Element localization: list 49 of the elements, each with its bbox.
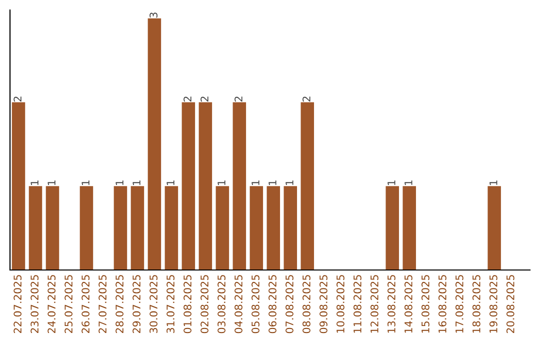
x-tick-label: 22.07.2025 [14,275,22,334]
data-label: 1 [30,180,38,185]
data-label: 2 [302,96,310,102]
x-tick-label: 29.07.2025 [132,275,140,334]
data-label: 2 [234,96,242,102]
x-tick-label: 09.08.2025 [320,275,328,334]
x-tick-label: 08.08.2025 [302,275,310,334]
x-tick-label: 23.07.2025 [30,275,39,334]
x-tick-label: 07.08.2025 [286,275,294,334]
x-tick-label: 25.07.2025 [64,275,72,334]
x-tick-label: 06.08.2025 [268,275,276,334]
x-tick-label: 11.08.2025 [354,275,362,333]
x-tick-label: 13.08.2025 [387,275,396,333]
data-label: 1 [252,180,260,185]
data-label: 1 [268,180,276,185]
x-tick-label: 24.07.2025 [48,275,56,334]
data-label: 1 [132,180,140,185]
data-label: 2 [184,96,192,102]
data-label: 1 [82,180,90,185]
x-tick-label: 20.08.2025 [506,275,514,334]
x-tick-label: 15.08.2025 [421,275,430,333]
x-tick-label: 16.08.2025 [438,275,446,333]
x-tick-label: 04.08.2025 [234,275,242,334]
x-tick-label: 10.08.2025 [336,275,344,333]
x-tick-label: 03.08.2025 [218,275,226,334]
x-tick-label: 28.07.2025 [116,275,124,334]
x-tick-label: 19.08.2025 [489,275,498,333]
data-label: 2 [200,96,208,102]
data-label: 1 [48,180,56,185]
x-tick-label: 26.07.2025 [82,275,90,334]
x-tick-label: 02.08.2025 [200,275,208,334]
data-label: 1 [218,180,226,185]
data-label: 3 [150,12,158,18]
x-tick-label: 27.07.2025 [98,275,106,334]
x-tick-label: 18.08.2025 [472,275,480,333]
data-label: 1 [404,180,412,185]
data-label: 1 [388,180,396,185]
data-label: 1 [166,180,174,185]
x-tick-label: 14.08.2025 [404,275,412,333]
data-label: 1 [286,180,294,185]
x-tick-label: 30.07.2025 [150,275,158,334]
x-tick-label: 12.08.2025 [370,275,378,333]
data-label: 2 [14,96,22,102]
x-tick-label: 05.08.2025 [252,275,260,334]
x-tick-label: 31.07.2025 [166,275,174,334]
data-label: 1 [116,180,124,185]
x-tick-label: 01.08.2025 [184,275,192,334]
data-label: 1 [490,180,498,185]
x-tick-label: 17.08.2025 [455,275,464,333]
